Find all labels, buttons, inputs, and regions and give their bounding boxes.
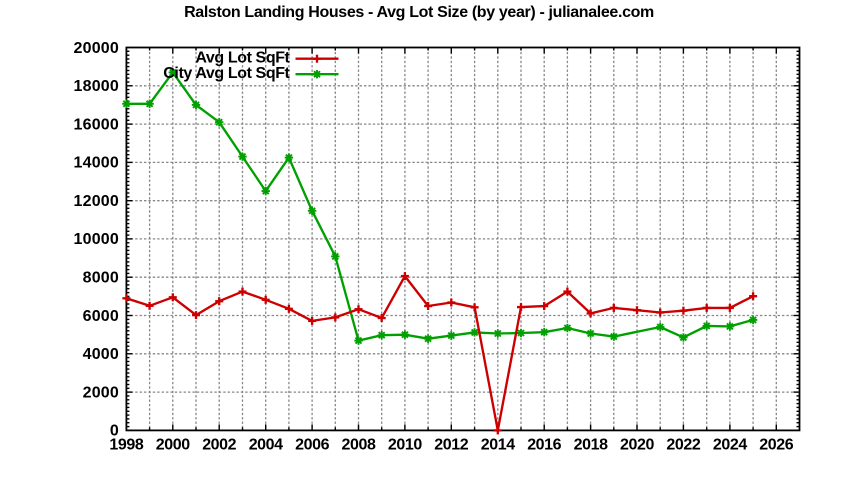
svg-text:8000: 8000 xyxy=(83,270,119,287)
svg-text:2024: 2024 xyxy=(713,437,747,454)
svg-text:Ralston Landing Houses - Avg L: Ralston Landing Houses - Avg Lot Size (b… xyxy=(184,4,654,21)
svg-text:Avg Lot SqFt: Avg Lot SqFt xyxy=(195,50,290,67)
svg-text:2002: 2002 xyxy=(202,437,236,454)
svg-text:2026: 2026 xyxy=(759,437,793,454)
svg-text:20000: 20000 xyxy=(74,40,120,57)
svg-text:16000: 16000 xyxy=(74,116,120,133)
svg-text:0: 0 xyxy=(110,423,119,440)
svg-text:2000: 2000 xyxy=(83,384,119,401)
svg-text:2022: 2022 xyxy=(666,437,700,454)
svg-text:City Avg Lot SqFt: City Avg Lot SqFt xyxy=(163,65,290,82)
svg-text:1998: 1998 xyxy=(109,437,143,454)
svg-text:2018: 2018 xyxy=(574,437,608,454)
svg-text:6000: 6000 xyxy=(83,308,119,325)
svg-text:12000: 12000 xyxy=(74,193,120,210)
svg-text:2010: 2010 xyxy=(388,437,422,454)
svg-text:18000: 18000 xyxy=(74,78,120,95)
svg-text:14000: 14000 xyxy=(74,155,120,172)
svg-text:2020: 2020 xyxy=(620,437,654,454)
svg-text:2008: 2008 xyxy=(342,437,376,454)
svg-text:2000: 2000 xyxy=(156,437,190,454)
svg-text:2006: 2006 xyxy=(295,437,329,454)
svg-text:2014: 2014 xyxy=(481,437,515,454)
svg-text:4000: 4000 xyxy=(83,346,119,363)
svg-text:10000: 10000 xyxy=(74,231,120,248)
svg-text:2012: 2012 xyxy=(434,437,468,454)
svg-text:2004: 2004 xyxy=(249,437,283,454)
svg-text:2016: 2016 xyxy=(527,437,561,454)
